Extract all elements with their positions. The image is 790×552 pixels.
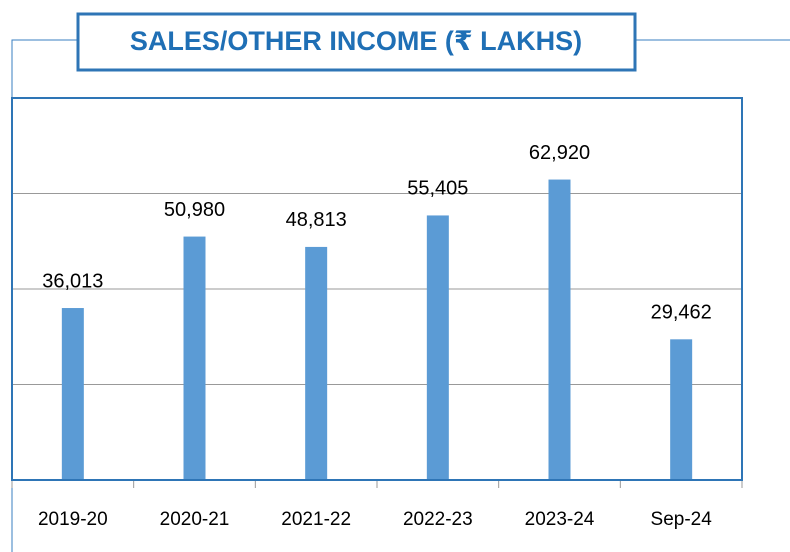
- data-label: 48,813: [286, 209, 347, 231]
- x-tick-label: 2019-20: [38, 509, 108, 530]
- bar: [61, 308, 84, 480]
- bar: [548, 179, 571, 480]
- x-tick-label: 2020-21: [160, 509, 230, 530]
- x-tick-label: Sep-24: [651, 509, 713, 530]
- plot-border: [11, 97, 743, 481]
- bar: [670, 339, 693, 480]
- title-box: [76, 12, 637, 72]
- chart-title: SALES/OTHER INCOME (₹ LAKHS): [130, 26, 582, 56]
- data-label: 55,405: [407, 178, 468, 200]
- bar: [426, 215, 449, 480]
- data-label: 29,462: [651, 302, 712, 324]
- data-label: 62,920: [529, 142, 590, 164]
- x-tick-label: 2023-24: [525, 509, 595, 530]
- data-label: 36,013: [42, 270, 103, 292]
- data-label: 50,980: [164, 199, 225, 221]
- bar: [183, 236, 206, 480]
- bar: [305, 246, 328, 480]
- x-tick-label: 2021-22: [281, 509, 351, 530]
- x-tick-label: 2022-23: [403, 509, 473, 530]
